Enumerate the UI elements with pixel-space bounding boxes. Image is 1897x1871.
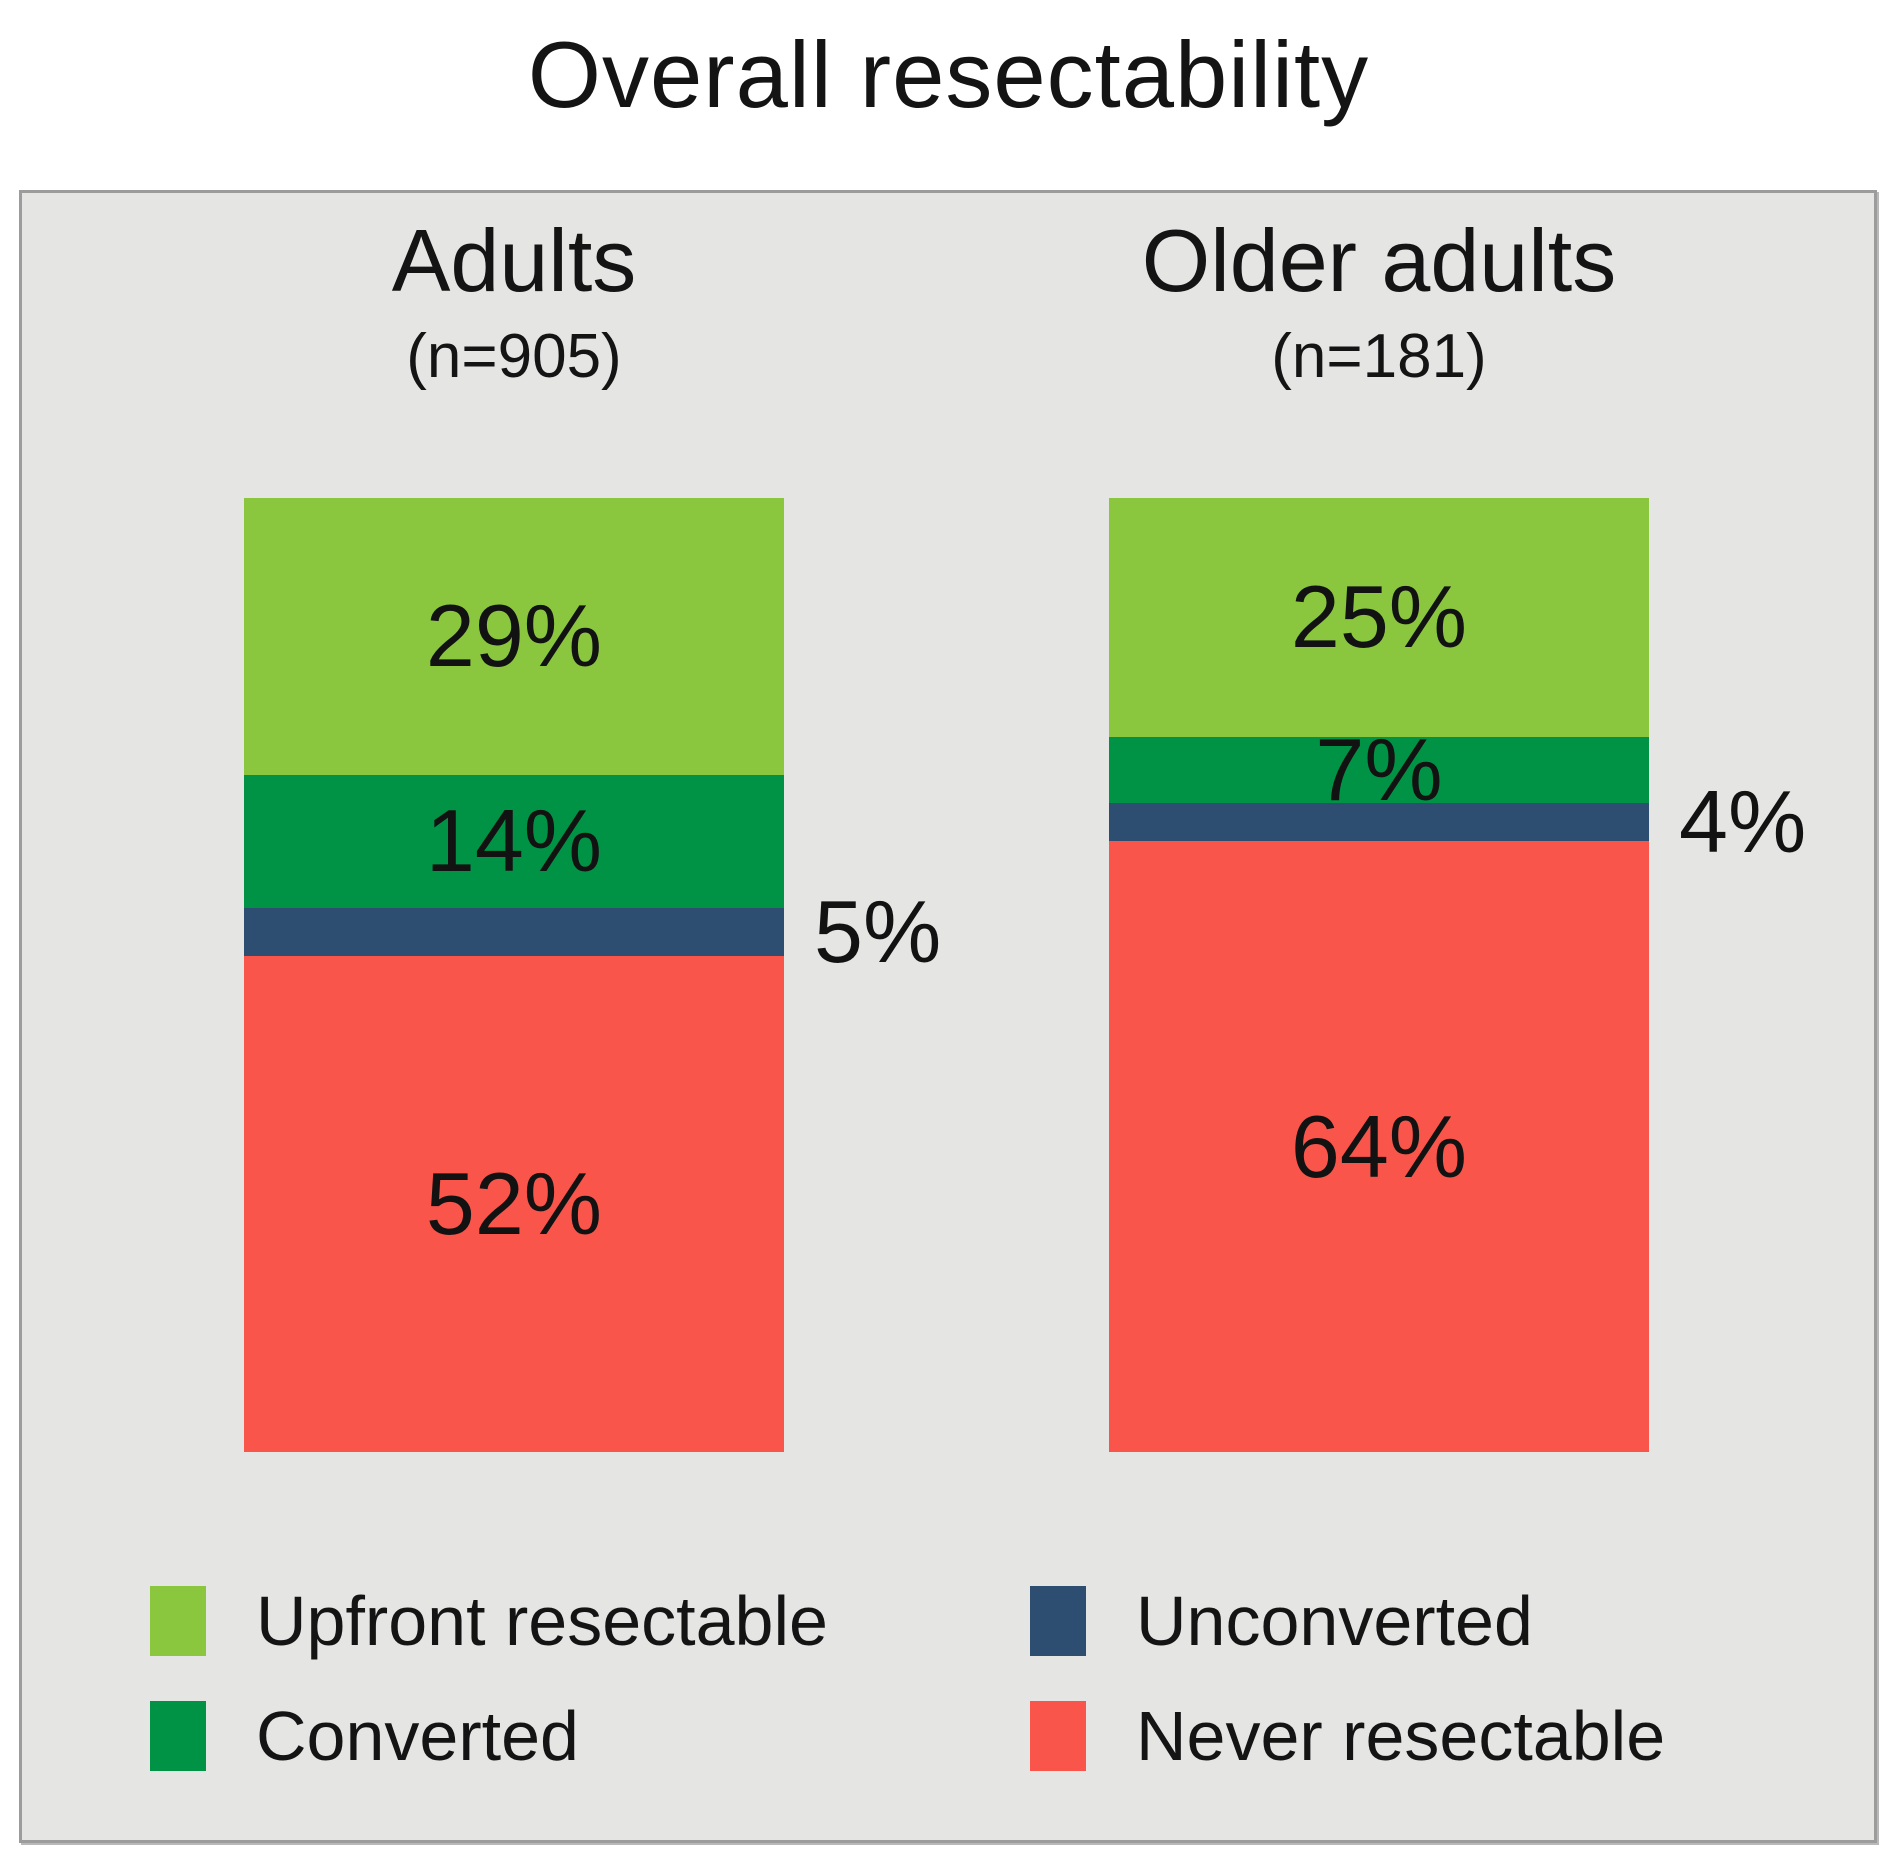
legend-label-converted: Converted [256,1697,579,1775]
segment-value-label: 64% [1290,1096,1468,1196]
legend-swatch-upfront-resectable [150,1586,206,1656]
segment-value-label: 29% [425,586,603,686]
legend-item-converted: Converted [150,1700,579,1772]
stacked-bar-older-adults: 25% 7% 64% [1109,498,1649,1452]
bar-segment-upfront-resectable: 29% [244,498,784,775]
bar-segment-converted: 7% [1109,725,1649,813]
bar-segment-unconverted [244,908,784,956]
bar-segment-converted: 14% [244,774,784,909]
legend-label-upfront-resectable: Upfront resectable [256,1582,828,1660]
category-sublabel-older-adults: (n=181) [1271,322,1487,392]
legend-label-unconverted: Unconverted [1136,1582,1533,1660]
legend-label-never-resectable: Never resectable [1136,1697,1666,1775]
category-label-older-adults: Older adults [1141,211,1617,310]
stacked-bar-adults: 29% 14% 52% [244,498,784,1452]
legend-item-never-resectable: Never resectable [1030,1700,1665,1772]
outside-value-label-older-adults: 4% [1679,772,1807,872]
bar-segment-never-resectable: 64% [1109,841,1649,1452]
bar-group-older-adults: 25% 7% 64% 4% [1109,498,1806,1452]
bar-segment-unconverted [1109,803,1649,842]
column-header-adults: Adults (n=905) [244,210,784,392]
segment-value-label: 7% [1315,719,1443,819]
legend-swatch-never-resectable [1030,1701,1086,1771]
legend-swatch-unconverted [1030,1586,1086,1656]
segment-value-label: 14% [425,791,603,891]
segment-value-label: 25% [1290,567,1468,667]
outside-value-label-adults: 5% [814,882,942,982]
bar-group-adults: 29% 14% 52% 5% [244,498,941,1452]
column-header-older-adults: Older adults (n=181) [1109,210,1649,392]
bar-segment-never-resectable: 52% [244,955,784,1452]
category-label-adults: Adults [391,211,637,310]
legend-item-unconverted: Unconverted [1030,1585,1533,1657]
segment-value-label: 52% [425,1153,603,1253]
chart-title: Overall resectability [527,22,1370,127]
bar-segment-upfront-resectable: 25% [1109,498,1649,737]
category-sublabel-adults: (n=905) [406,322,622,392]
legend-item-upfront-resectable: Upfront resectable [150,1585,828,1657]
legend-swatch-converted [150,1701,206,1771]
